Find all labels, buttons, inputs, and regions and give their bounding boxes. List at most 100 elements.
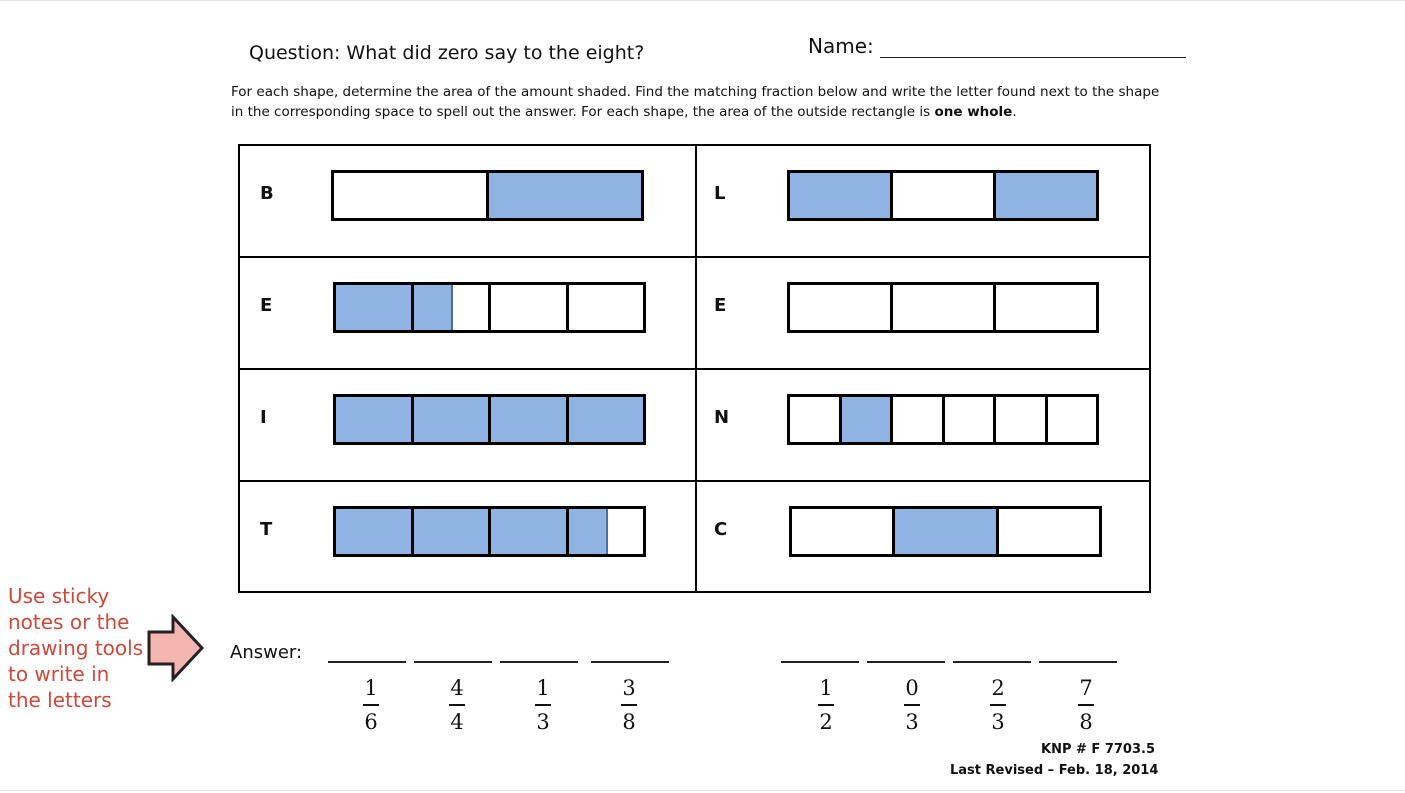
fraction-bar bbox=[331, 170, 644, 221]
grid-divider-row bbox=[240, 256, 1149, 258]
bar-segment bbox=[486, 173, 641, 218]
bar-segment bbox=[410, 285, 488, 330]
shaded-area bbox=[491, 397, 566, 442]
shaded-area bbox=[790, 173, 890, 218]
shape-letter: E bbox=[260, 295, 273, 316]
numerator: 4 bbox=[450, 676, 464, 700]
shaded-area bbox=[895, 509, 996, 554]
denominator: 3 bbox=[991, 709, 1005, 734]
shaded-area bbox=[413, 509, 488, 554]
document-code: KNP # F 7703.5 bbox=[1041, 742, 1155, 757]
bar-segment bbox=[334, 173, 486, 218]
bar-segment bbox=[890, 285, 993, 330]
answer-blank[interactable] bbox=[867, 661, 945, 663]
bar-segment bbox=[410, 397, 488, 442]
numerator: 3 bbox=[622, 676, 636, 700]
bar-segment bbox=[790, 397, 839, 442]
shape-letter: N bbox=[714, 407, 730, 428]
bar-segment bbox=[941, 397, 993, 442]
grid-divider-row bbox=[240, 480, 1149, 482]
question-title: Question: What did zero say to the eight… bbox=[249, 42, 645, 64]
numerator: 1 bbox=[536, 676, 550, 700]
shape-grid: B L E E I N T C bbox=[238, 144, 1151, 593]
bar-segment bbox=[995, 509, 1099, 554]
denominator: 3 bbox=[536, 709, 550, 734]
fraction-bar bbox=[333, 394, 646, 445]
denominator: 8 bbox=[1079, 709, 1093, 734]
fraction-bar bbox=[333, 506, 646, 557]
shaded-area bbox=[489, 173, 641, 218]
bar-segment bbox=[892, 509, 996, 554]
numerator: 0 bbox=[905, 676, 919, 700]
numerator: 1 bbox=[364, 676, 378, 700]
bar-segment bbox=[565, 397, 643, 442]
answer-blank[interactable] bbox=[328, 661, 406, 663]
revision-date: Last Revised – Feb. 18, 2014 bbox=[950, 763, 1159, 778]
fraction-bar bbox=[787, 282, 1099, 333]
shaded-area bbox=[568, 397, 643, 442]
shaded-area bbox=[336, 285, 411, 330]
denominator: 3 bbox=[905, 709, 919, 734]
name-label: Name: bbox=[808, 34, 874, 58]
answer-blank[interactable] bbox=[953, 661, 1031, 663]
bar-segment bbox=[792, 509, 893, 554]
answer-blank[interactable] bbox=[414, 661, 492, 663]
answer-blank[interactable] bbox=[1039, 661, 1117, 663]
shaded-area bbox=[336, 397, 411, 442]
shaded-area bbox=[413, 397, 488, 442]
bar-segment bbox=[838, 397, 890, 442]
bar-segment bbox=[336, 397, 411, 442]
denominator: 2 bbox=[819, 709, 833, 734]
answer-label: Answer: bbox=[230, 642, 303, 663]
denominator: 8 bbox=[622, 709, 636, 734]
shaded-area bbox=[996, 173, 1096, 218]
bar-segment bbox=[993, 285, 1096, 330]
fraction-bar bbox=[787, 394, 1099, 445]
bar-segment bbox=[790, 285, 890, 330]
shape-letter: E bbox=[714, 295, 727, 316]
shaded-area bbox=[491, 509, 566, 554]
fraction-bar bbox=[789, 506, 1102, 557]
shaded-area bbox=[413, 285, 453, 330]
answer-blank[interactable] bbox=[591, 661, 669, 663]
shaded-area bbox=[841, 397, 890, 442]
bar-segment bbox=[890, 173, 993, 218]
numerator: 1 bbox=[819, 676, 833, 700]
shaded-area bbox=[336, 509, 411, 554]
numerator: 2 bbox=[991, 676, 1005, 700]
instructions-bold: one whole bbox=[934, 104, 1013, 120]
name-field: Name: bbox=[808, 34, 1186, 58]
answer-blank[interactable] bbox=[781, 661, 859, 663]
shape-letter: L bbox=[714, 183, 726, 204]
numerator: 7 bbox=[1079, 676, 1093, 700]
denominator: 4 bbox=[450, 709, 464, 734]
bar-segment bbox=[565, 509, 643, 554]
bar-segment bbox=[790, 173, 890, 218]
shape-letter: C bbox=[714, 519, 728, 540]
right-arrow-icon bbox=[147, 614, 205, 682]
shaded-area bbox=[568, 509, 608, 554]
fraction-bar bbox=[787, 170, 1099, 221]
name-blank[interactable] bbox=[879, 35, 1186, 58]
bar-segment bbox=[993, 173, 1096, 218]
instructions: For each shape, determine the area of th… bbox=[231, 82, 1161, 122]
bar-segment bbox=[565, 285, 643, 330]
bar-segment bbox=[336, 509, 411, 554]
bar-segment bbox=[488, 285, 566, 330]
denominator: 6 bbox=[364, 709, 378, 734]
answer-blank[interactable] bbox=[500, 661, 578, 663]
shape-letter: T bbox=[260, 519, 273, 540]
bar-segment bbox=[488, 509, 566, 554]
instructions-end: . bbox=[1012, 104, 1017, 120]
grid-divider-row bbox=[240, 368, 1149, 370]
instructions-text: For each shape, determine the area of th… bbox=[231, 84, 1160, 120]
bar-segment bbox=[488, 397, 566, 442]
sticky-note-hint: Use sticky notes or the drawing tools to… bbox=[8, 584, 144, 712]
